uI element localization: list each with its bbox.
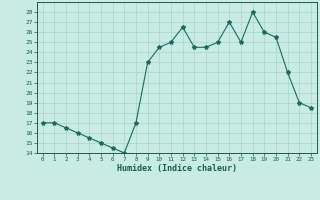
X-axis label: Humidex (Indice chaleur): Humidex (Indice chaleur) — [117, 164, 237, 173]
